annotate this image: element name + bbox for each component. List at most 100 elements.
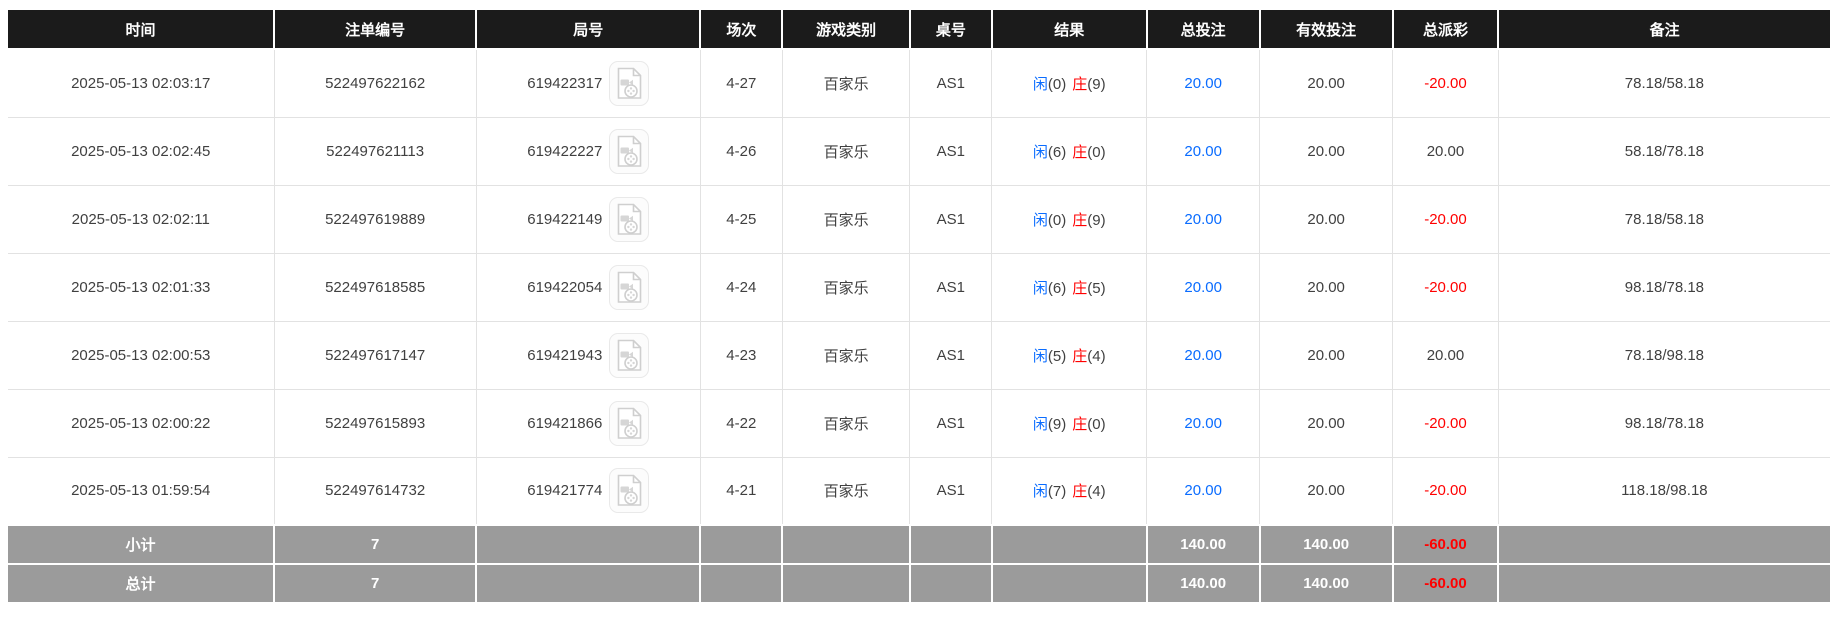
- result-player-label: 闲: [1032, 483, 1048, 501]
- table-row: 2025-05-13 01:59:54 522497614732 6194217…: [8, 456, 1830, 526]
- video-file-icon: [616, 203, 643, 236]
- cell-bet-id: 522497619889: [273, 184, 477, 254]
- cell-table-no: AS1: [909, 388, 993, 458]
- cell-bet-id: 522497615893: [273, 388, 477, 458]
- video-replay-button[interactable]: [609, 400, 650, 446]
- col-header-table-no: 桌号: [908, 8, 993, 50]
- cell-time: 2025-05-13 02:00:53: [8, 320, 275, 390]
- table-row: 2025-05-13 02:02:45 522497621113 6194222…: [8, 116, 1830, 186]
- subtotal-count: 7: [272, 524, 478, 565]
- grand-total-total-bet: 140.00: [1145, 563, 1261, 604]
- table-row: 2025-05-13 02:01:33 522497618585 6194220…: [8, 252, 1830, 322]
- cell-remark: 78.18/58.18: [1497, 48, 1830, 118]
- result-player-label: 闲: [1032, 211, 1048, 229]
- cell-table-no: AS1: [909, 116, 993, 186]
- cell-game-type: 百家乐: [781, 320, 911, 390]
- result-banker-label: 庄: [1072, 75, 1088, 93]
- col-header-bet-id: 注单编号: [272, 8, 478, 50]
- subtotal-empty-cell: [699, 524, 784, 565]
- col-header-session: 场次: [699, 8, 784, 50]
- cell-result: 闲(7) 庄(4): [991, 456, 1148, 526]
- table-row: 2025-05-13 02:00:22 522497615893 6194218…: [8, 388, 1830, 458]
- cell-session: 4-21: [699, 456, 783, 526]
- result-player-label: 闲: [1032, 279, 1048, 297]
- cell-payout: 20.00: [1392, 116, 1499, 186]
- cell-table-no: AS1: [909, 48, 993, 118]
- video-replay-button[interactable]: [609, 128, 650, 174]
- cell-session: 4-26: [699, 116, 783, 186]
- result-banker-score: (9): [1087, 211, 1106, 229]
- result-player-label: 闲: [1032, 75, 1048, 93]
- grand-total-empty-cell: [908, 563, 993, 604]
- video-replay-button[interactable]: [609, 468, 650, 514]
- cell-round-id: 619422054: [475, 252, 701, 322]
- cell-table-no: AS1: [909, 184, 993, 254]
- cell-result: 闲(0) 庄(9): [991, 184, 1148, 254]
- result-banker-score: (4): [1087, 347, 1106, 365]
- subtotal-row: 小计 7 140.00 140.00 -60.00: [8, 524, 1830, 565]
- grand-total-count: 7: [272, 563, 478, 604]
- cell-remark: 78.18/58.18: [1497, 184, 1830, 254]
- cell-time: 2025-05-13 02:03:17: [8, 48, 275, 118]
- video-file-icon: [616, 339, 643, 372]
- round-id-text: 619422317: [527, 74, 603, 92]
- cell-round-id: 619422227: [475, 116, 701, 186]
- bet-records-table: 时间 注单编号 局号 场次 游戏类别 桌号 结果 总投注 有效投注 总派彩 备注…: [8, 8, 1830, 604]
- video-replay-button[interactable]: [609, 196, 650, 242]
- result-player-score: (0): [1047, 75, 1067, 93]
- subtotal-empty-cell: [990, 524, 1148, 565]
- video-replay-button[interactable]: [609, 60, 650, 106]
- cell-game-type: 百家乐: [781, 252, 911, 322]
- cell-round-id: 619421774: [475, 456, 701, 526]
- video-replay-button[interactable]: [609, 264, 650, 310]
- result-player-score: (7): [1047, 483, 1067, 501]
- cell-payout: -20.00: [1392, 252, 1499, 322]
- col-header-time: 时间: [8, 8, 275, 50]
- round-id-text: 619422227: [527, 142, 603, 160]
- col-header-payout: 总派彩: [1391, 8, 1500, 50]
- bet-history-page: 时间 注单编号 局号 场次 游戏类别 桌号 结果 总投注 有效投注 总派彩 备注…: [8, 8, 1830, 604]
- cell-round-id: 619422317: [475, 48, 701, 118]
- col-header-valid-bet: 有效投注: [1258, 8, 1394, 50]
- cell-table-no: AS1: [909, 320, 993, 390]
- grand-total-payout: -60.00: [1391, 563, 1500, 604]
- grand-total-remark: [1497, 563, 1830, 604]
- cell-payout: -20.00: [1392, 184, 1499, 254]
- cell-result: 闲(5) 庄(4): [991, 320, 1148, 390]
- table-row: 2025-05-13 02:03:17 522497622162 6194223…: [8, 48, 1830, 118]
- round-id-text: 619421943: [527, 346, 603, 364]
- col-header-round-id: 局号: [475, 8, 702, 50]
- subtotal-empty-cell: [908, 524, 993, 565]
- result-player-score: (0): [1047, 211, 1067, 229]
- cell-payout: -20.00: [1392, 388, 1499, 458]
- result-player-label: 闲: [1032, 347, 1048, 365]
- cell-result: 闲(6) 庄(5): [991, 252, 1148, 322]
- subtotal-empty-cell: [781, 524, 911, 565]
- cell-game-type: 百家乐: [781, 388, 911, 458]
- cell-valid-bet: 20.00: [1259, 48, 1394, 118]
- result-banker-label: 庄: [1072, 211, 1088, 229]
- cell-result: 闲(6) 庄(0): [991, 116, 1148, 186]
- cell-result: 闲(0) 庄(9): [991, 48, 1148, 118]
- subtotal-payout: -60.00: [1391, 524, 1500, 565]
- video-replay-button[interactable]: [609, 332, 650, 378]
- cell-total-bet: 20.00: [1146, 48, 1261, 118]
- cell-total-bet: 20.00: [1146, 320, 1261, 390]
- result-banker-label: 庄: [1072, 347, 1088, 365]
- cell-payout: 20.00: [1392, 320, 1499, 390]
- result-banker-score: (4): [1087, 483, 1106, 501]
- cell-valid-bet: 20.00: [1259, 320, 1394, 390]
- cell-session: 4-24: [699, 252, 783, 322]
- subtotal-total-bet: 140.00: [1145, 524, 1261, 565]
- cell-round-id: 619421866: [475, 388, 701, 458]
- cell-total-bet: 20.00: [1146, 184, 1261, 254]
- cell-game-type: 百家乐: [781, 116, 911, 186]
- video-file-icon: [616, 135, 643, 168]
- result-banker-score: (9): [1087, 75, 1106, 93]
- result-banker-score: (5): [1087, 279, 1106, 297]
- subtotal-label: 小计: [8, 524, 275, 565]
- result-player-label: 闲: [1032, 143, 1048, 161]
- cell-round-id: 619422149: [475, 184, 701, 254]
- cell-game-type: 百家乐: [781, 456, 911, 526]
- cell-round-id: 619421943: [475, 320, 701, 390]
